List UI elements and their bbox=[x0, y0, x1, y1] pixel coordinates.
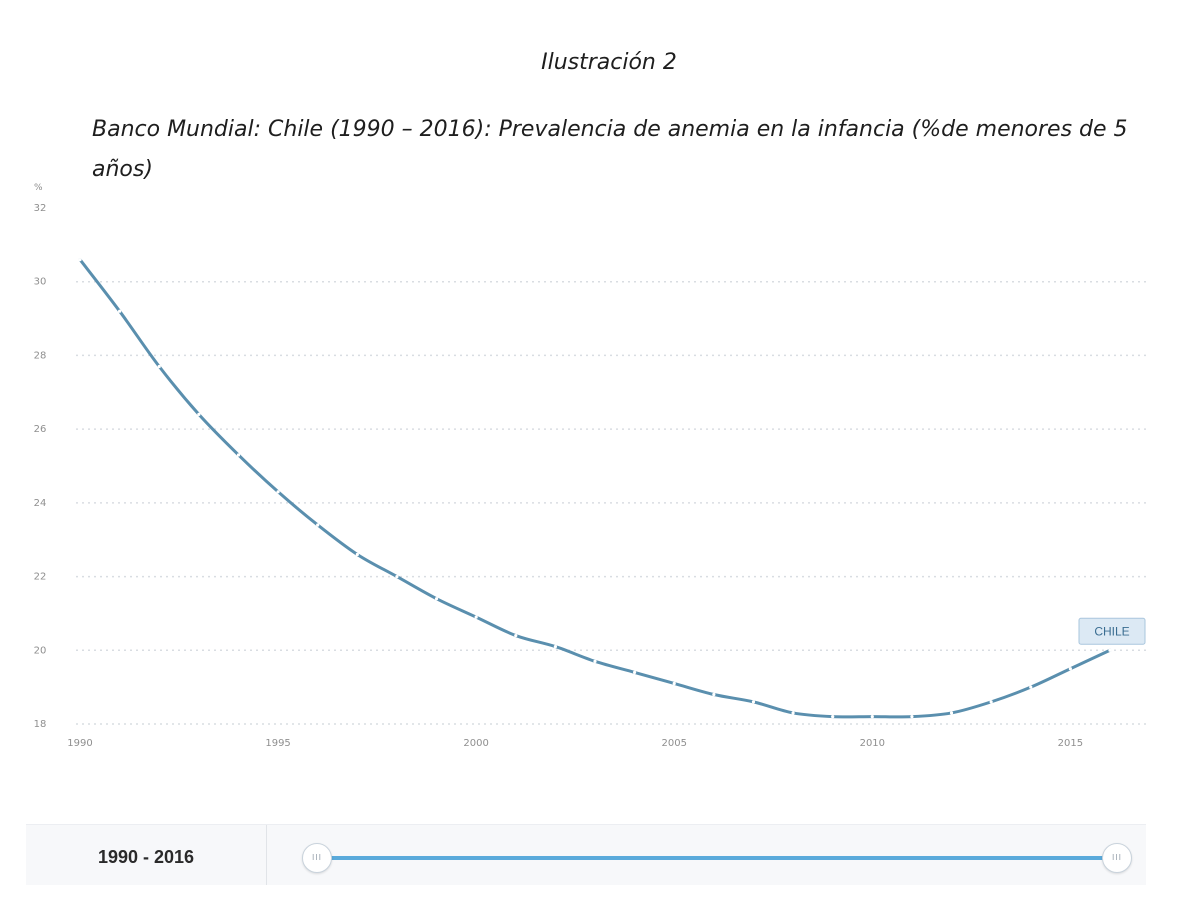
data-point[interactable] bbox=[633, 670, 637, 675]
y-tick-label: 18 bbox=[34, 719, 47, 730]
y-tick-label: 28 bbox=[34, 350, 47, 361]
slider-range-label: 1990 - 2016 bbox=[26, 825, 267, 885]
series-end-label-text: CHILE bbox=[1094, 624, 1129, 638]
figure-caption: Banco Mundial: Chile (1990 – 2016): Prev… bbox=[92, 117, 1128, 182]
y-tick-label: 32 bbox=[34, 203, 47, 214]
x-tick-label: 2010 bbox=[860, 738, 885, 749]
series-end-label-box bbox=[1078, 617, 1146, 645]
y-tick-label: 26 bbox=[34, 424, 47, 435]
data-point[interactable] bbox=[514, 633, 518, 638]
y-tick-label: 30 bbox=[34, 277, 47, 288]
line-chart: 18 20 22 24 26 28 30 32 1990 1995 2000 2005 2010 201… bbox=[34, 183, 1148, 749]
x-tick-label: 1990 bbox=[67, 738, 92, 749]
data-point[interactable] bbox=[831, 715, 835, 719]
data-point[interactable] bbox=[316, 523, 320, 527]
data-point[interactable] bbox=[276, 490, 280, 494]
data-point[interactable] bbox=[949, 711, 954, 715]
series-line[interactable] bbox=[78, 258, 1112, 719]
data-point[interactable] bbox=[236, 453, 241, 457]
data-point[interactable] bbox=[118, 309, 122, 313]
data-point[interactable] bbox=[1068, 667, 1072, 671]
series-end-label[interactable]: CHILE bbox=[1078, 617, 1146, 645]
y-tick-label: 20 bbox=[34, 645, 47, 656]
x-tick-label: 1995 bbox=[265, 738, 290, 749]
data-point[interactable] bbox=[791, 711, 795, 715]
y-tick-label: 24 bbox=[34, 498, 47, 509]
data-point[interactable] bbox=[593, 659, 597, 663]
y-tick-label: 22 bbox=[34, 572, 47, 583]
data-point[interactable] bbox=[712, 692, 716, 697]
y-axis-ticks: 18 20 22 24 26 28 30 32 bbox=[34, 203, 47, 730]
series-layer bbox=[78, 258, 1112, 719]
grid-lines bbox=[76, 280, 1148, 725]
data-point[interactable] bbox=[672, 681, 676, 686]
data-point[interactable] bbox=[870, 715, 874, 719]
data-point[interactable] bbox=[355, 552, 359, 557]
figure-label: Ilustración 2 bbox=[541, 50, 677, 75]
slider-track[interactable] bbox=[316, 856, 1116, 860]
x-tick-label: 2000 bbox=[463, 738, 488, 749]
data-point[interactable] bbox=[989, 700, 993, 704]
data-point[interactable] bbox=[474, 615, 478, 619]
x-axis-ticks: 1990 1995 2000 2005 2010 2015 bbox=[67, 738, 1083, 749]
data-point[interactable] bbox=[1029, 685, 1033, 689]
data-point[interactable] bbox=[197, 412, 201, 416]
data-point[interactable] bbox=[434, 597, 439, 601]
x-tick-label: 2015 bbox=[1058, 738, 1083, 749]
slider-end-handle[interactable]: III bbox=[1102, 843, 1132, 873]
data-point[interactable] bbox=[395, 574, 399, 579]
data-point[interactable] bbox=[78, 258, 82, 262]
data-point[interactable] bbox=[1108, 648, 1112, 652]
slider-start-handle[interactable]: III bbox=[302, 843, 332, 873]
data-point[interactable] bbox=[751, 700, 756, 704]
data-point[interactable] bbox=[157, 364, 161, 369]
time-range-slider: 1990 - 2016 III III bbox=[26, 824, 1146, 885]
data-point[interactable] bbox=[553, 645, 557, 649]
data-point[interactable] bbox=[910, 715, 914, 719]
y-axis-label: % bbox=[34, 183, 43, 193]
x-tick-label: 2005 bbox=[662, 738, 687, 749]
